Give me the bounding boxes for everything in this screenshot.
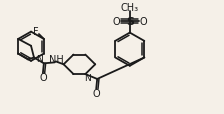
Text: O: O (92, 88, 100, 98)
Text: O: O (140, 17, 147, 27)
Text: N: N (36, 54, 43, 63)
Text: N: N (84, 74, 91, 83)
Text: S: S (126, 17, 134, 27)
Text: O: O (112, 17, 120, 27)
Text: CH₃: CH₃ (121, 3, 139, 13)
Text: F: F (33, 27, 39, 37)
Text: O: O (39, 73, 47, 83)
Text: NH: NH (49, 55, 64, 65)
